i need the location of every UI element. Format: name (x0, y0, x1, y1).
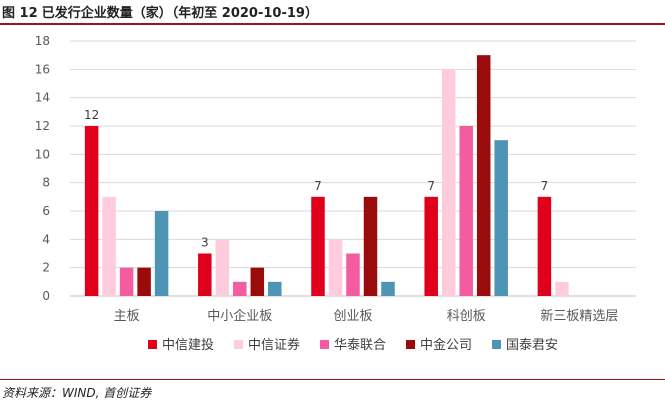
figure-header: 图 12 已发行企业数量（家）（年初至 2020-10-19） (0, 0, 665, 24)
bar-2-3 (328, 239, 343, 296)
bar-3-3 (346, 253, 360, 296)
top-rule (0, 23, 665, 25)
bar-1-5 (537, 196, 552, 296)
data-label: 12 (84, 108, 99, 122)
bar-4-3 (363, 196, 378, 296)
x-axis-categories: 主板 中小企业板 创业板 科创板 新三板精选层 (114, 308, 619, 324)
legend-label: 国泰君安 (506, 338, 558, 353)
bar-5-2 (268, 281, 282, 296)
bar-1-4 (424, 196, 438, 296)
bar-3-2 (233, 281, 247, 296)
data-labels: 12 3 7 7 7 (84, 108, 548, 250)
figure-title-text: 已发行企业数量（家）（年初至 2020-10-19） (41, 6, 318, 21)
bar-2-5 (555, 281, 569, 296)
x-category-label: 中小企业板 (207, 308, 272, 324)
y-tick-label: 4 (42, 232, 50, 246)
y-tick-label: 16 (35, 62, 50, 76)
bar-1-2 (198, 253, 212, 296)
legend-label: 中金公司 (420, 337, 472, 353)
bar-3-4 (459, 126, 473, 296)
source-note: 资料来源：WIND, 首创证券 (2, 386, 152, 400)
legend-swatch (148, 340, 157, 349)
bar-1-3 (311, 196, 325, 296)
legend-label: 华泰联合 (334, 338, 386, 353)
x-category-label: 新三板精选层 (540, 308, 618, 324)
bar-5-3 (381, 281, 395, 296)
bar-4-2 (250, 267, 265, 296)
bar-1-1 (84, 126, 99, 296)
x-category-label: 科创板 (447, 309, 486, 324)
data-label: 7 (541, 179, 549, 193)
data-label: 3 (201, 236, 209, 250)
bars (84, 55, 569, 296)
legend-swatch (320, 340, 329, 349)
legend-swatch (406, 340, 415, 349)
x-category-label: 主板 (114, 309, 140, 324)
y-tick-label: 0 (42, 289, 50, 303)
y-tick-label: 6 (42, 204, 50, 218)
data-label: 7 (427, 179, 435, 193)
legend-swatch (492, 340, 501, 349)
legend-label: 中信建投 (162, 337, 214, 353)
legend-swatch (234, 340, 243, 349)
y-tick-label: 2 (42, 261, 50, 275)
legend: 中信建投 中信证券 华泰联合 中金公司 国泰君安 (148, 337, 558, 353)
bottom-rule (0, 379, 665, 380)
bar-3-1 (119, 267, 134, 296)
bar-2-1 (102, 196, 116, 296)
figure-number: 图 12 (2, 6, 38, 21)
y-tick-label: 8 (42, 176, 50, 190)
bar-2-4 (441, 69, 456, 296)
bar-5-4 (494, 140, 508, 296)
y-tick-label: 18 (35, 34, 50, 48)
bar-5-1 (154, 211, 169, 296)
bar-4-4 (476, 55, 491, 296)
bar-2-2 (215, 239, 230, 296)
y-tick-label: 10 (35, 147, 50, 161)
bar-chart: 0 2 4 6 8 10 12 14 16 18 12 3 7 7 7 主板 中小企业板 创业板 科创板 新三板精… (35, 34, 636, 353)
data-label: 7 (314, 179, 322, 193)
legend-label: 中信证券 (248, 337, 300, 353)
y-axis-ticks: 0 2 4 6 8 10 12 14 16 18 (35, 34, 50, 303)
y-tick-label: 12 (35, 119, 50, 133)
x-category-label: 创业板 (333, 309, 372, 324)
bar-4-1 (137, 267, 151, 296)
y-tick-label: 14 (35, 91, 50, 105)
figure-title: 图 12 已发行企业数量（家）（年初至 2020-10-19） (2, 2, 318, 21)
